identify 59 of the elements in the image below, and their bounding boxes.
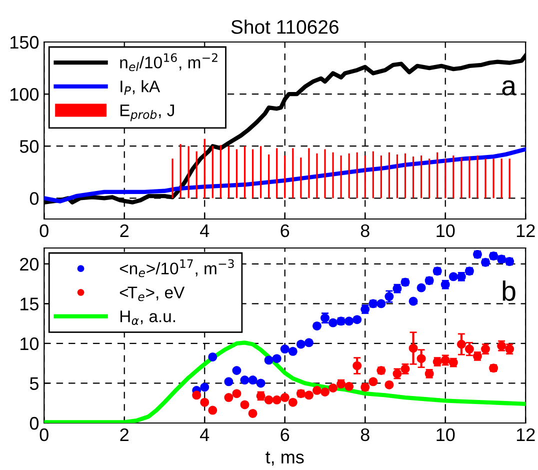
point [232, 366, 242, 375]
x-tick-label: 4 [200, 224, 210, 237]
x-tick-label: 4 [200, 428, 210, 441]
point [232, 389, 242, 398]
point [456, 340, 466, 349]
annotation: a [502, 80, 516, 96]
point [224, 393, 234, 402]
x-tick-label: 0 [40, 224, 48, 238]
legend-label: I$_{P}$, kA [120, 80, 160, 95]
point [256, 378, 266, 388]
point [264, 395, 274, 404]
point [416, 354, 426, 364]
legend-label: E$_{prob}$, J [120, 104, 174, 122]
legend-label: n$_{el}$/10$^{16}$, m$^{−2}$ [120, 53, 218, 72]
legend-label: H$_{α}$, a.u. [120, 310, 175, 325]
point [240, 400, 250, 410]
point [200, 398, 210, 407]
point [240, 376, 250, 385]
point [200, 382, 210, 392]
x-tick-label: 12 [516, 224, 535, 237]
legend-label: <n$_{e}$>/10$^{17}$, m$^{−3}$ [120, 259, 234, 278]
point [208, 352, 218, 362]
chart-title: Shot 110626 [231, 20, 338, 34]
point [384, 380, 394, 390]
point [352, 361, 362, 370]
y-tick-label: 100 [10, 88, 39, 101]
x-tick-label: 10 [436, 428, 455, 442]
x-tick-label: 8 [360, 224, 370, 238]
y-tick-label: 5 [30, 377, 38, 390]
point [272, 395, 282, 404]
x-tick-label: 10 [436, 224, 455, 238]
y-tick-label: 0 [30, 416, 39, 430]
x-tick-label: 0 [40, 428, 48, 442]
y-tick-label: 10 [20, 337, 39, 350]
y-tick-label: 150 [10, 36, 39, 49]
x-tick-label: 2 [120, 224, 128, 237]
point [280, 393, 290, 402]
annotation: b [502, 280, 516, 301]
x-tick-label: 12 [516, 428, 535, 441]
y-tick-label: 50 [20, 140, 39, 153]
x-tick-label: 2 [120, 428, 128, 441]
point [344, 382, 354, 391]
point [464, 344, 474, 354]
point [288, 398, 298, 407]
point [248, 376, 258, 385]
point [208, 406, 218, 415]
point [192, 390, 202, 400]
point [224, 377, 234, 386]
x-tick-label: 8 [360, 428, 370, 442]
x-axis-title: t, ms [266, 452, 304, 466]
y-tick-label: 0 [30, 192, 39, 205]
y-tick-label: 20 [20, 258, 39, 271]
point [408, 344, 418, 353]
x-tick-label: 6 [280, 428, 290, 442]
legend-label: <T$_{e}$>, eV [120, 286, 185, 302]
y-tick-label: 15 [20, 298, 38, 310]
point [248, 408, 258, 418]
point [408, 296, 418, 306]
x-tick-label: 6 [280, 224, 290, 238]
